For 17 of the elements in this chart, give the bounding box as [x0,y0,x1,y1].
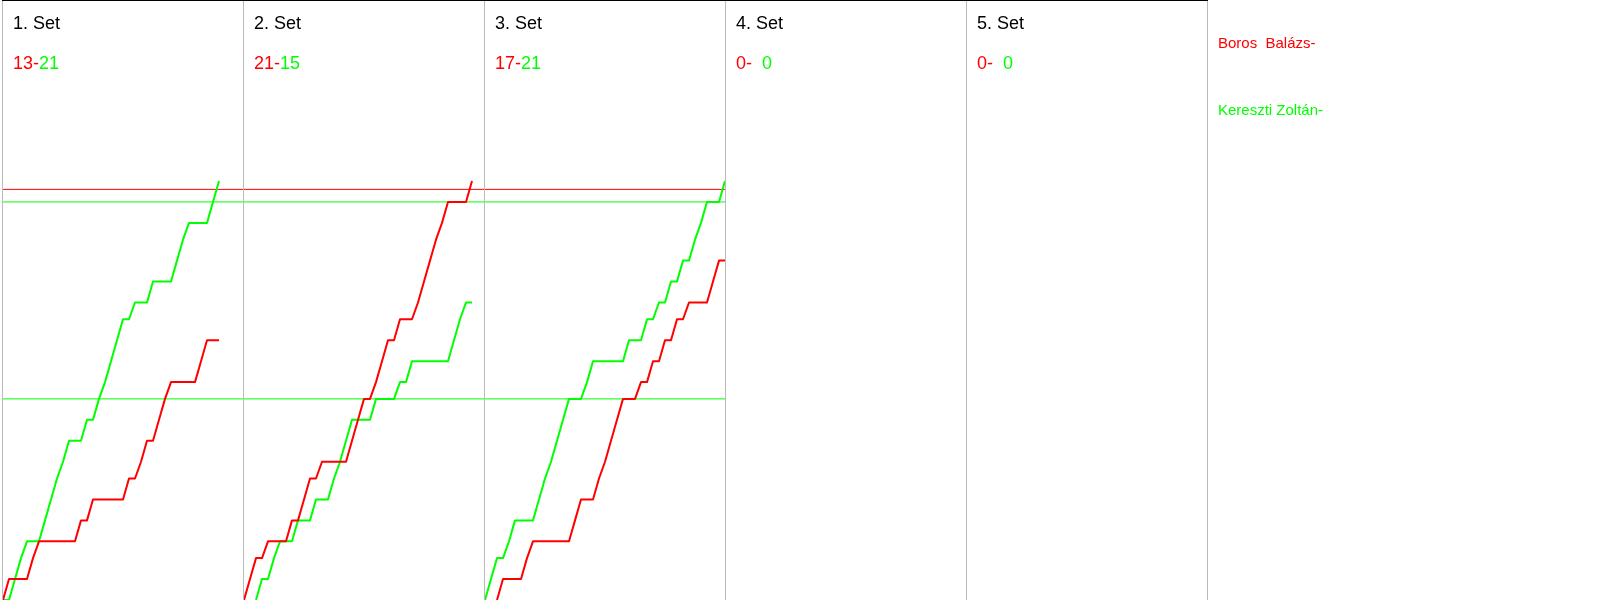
text: 21 [39,53,60,73]
text: 15 [280,53,301,73]
text: 21- [254,53,281,73]
legend-label: Kereszti Zoltán- [1218,101,1324,118]
text: 13- [13,53,40,73]
text: 0 [762,53,773,73]
legend-label: Boros Balázs- [1218,34,1316,51]
chart-title: 2. Set [254,13,302,33]
text: 0- [736,53,753,73]
chart-title: 3. Set [495,13,543,33]
text: 17- [495,53,522,73]
text: 0 [1003,53,1014,73]
text: 0- [977,53,994,73]
text: 4. Set [736,13,784,33]
text: 21 [521,53,542,73]
text: 5. Set [977,13,1025,33]
chart-title: 1. Set [13,13,61,33]
